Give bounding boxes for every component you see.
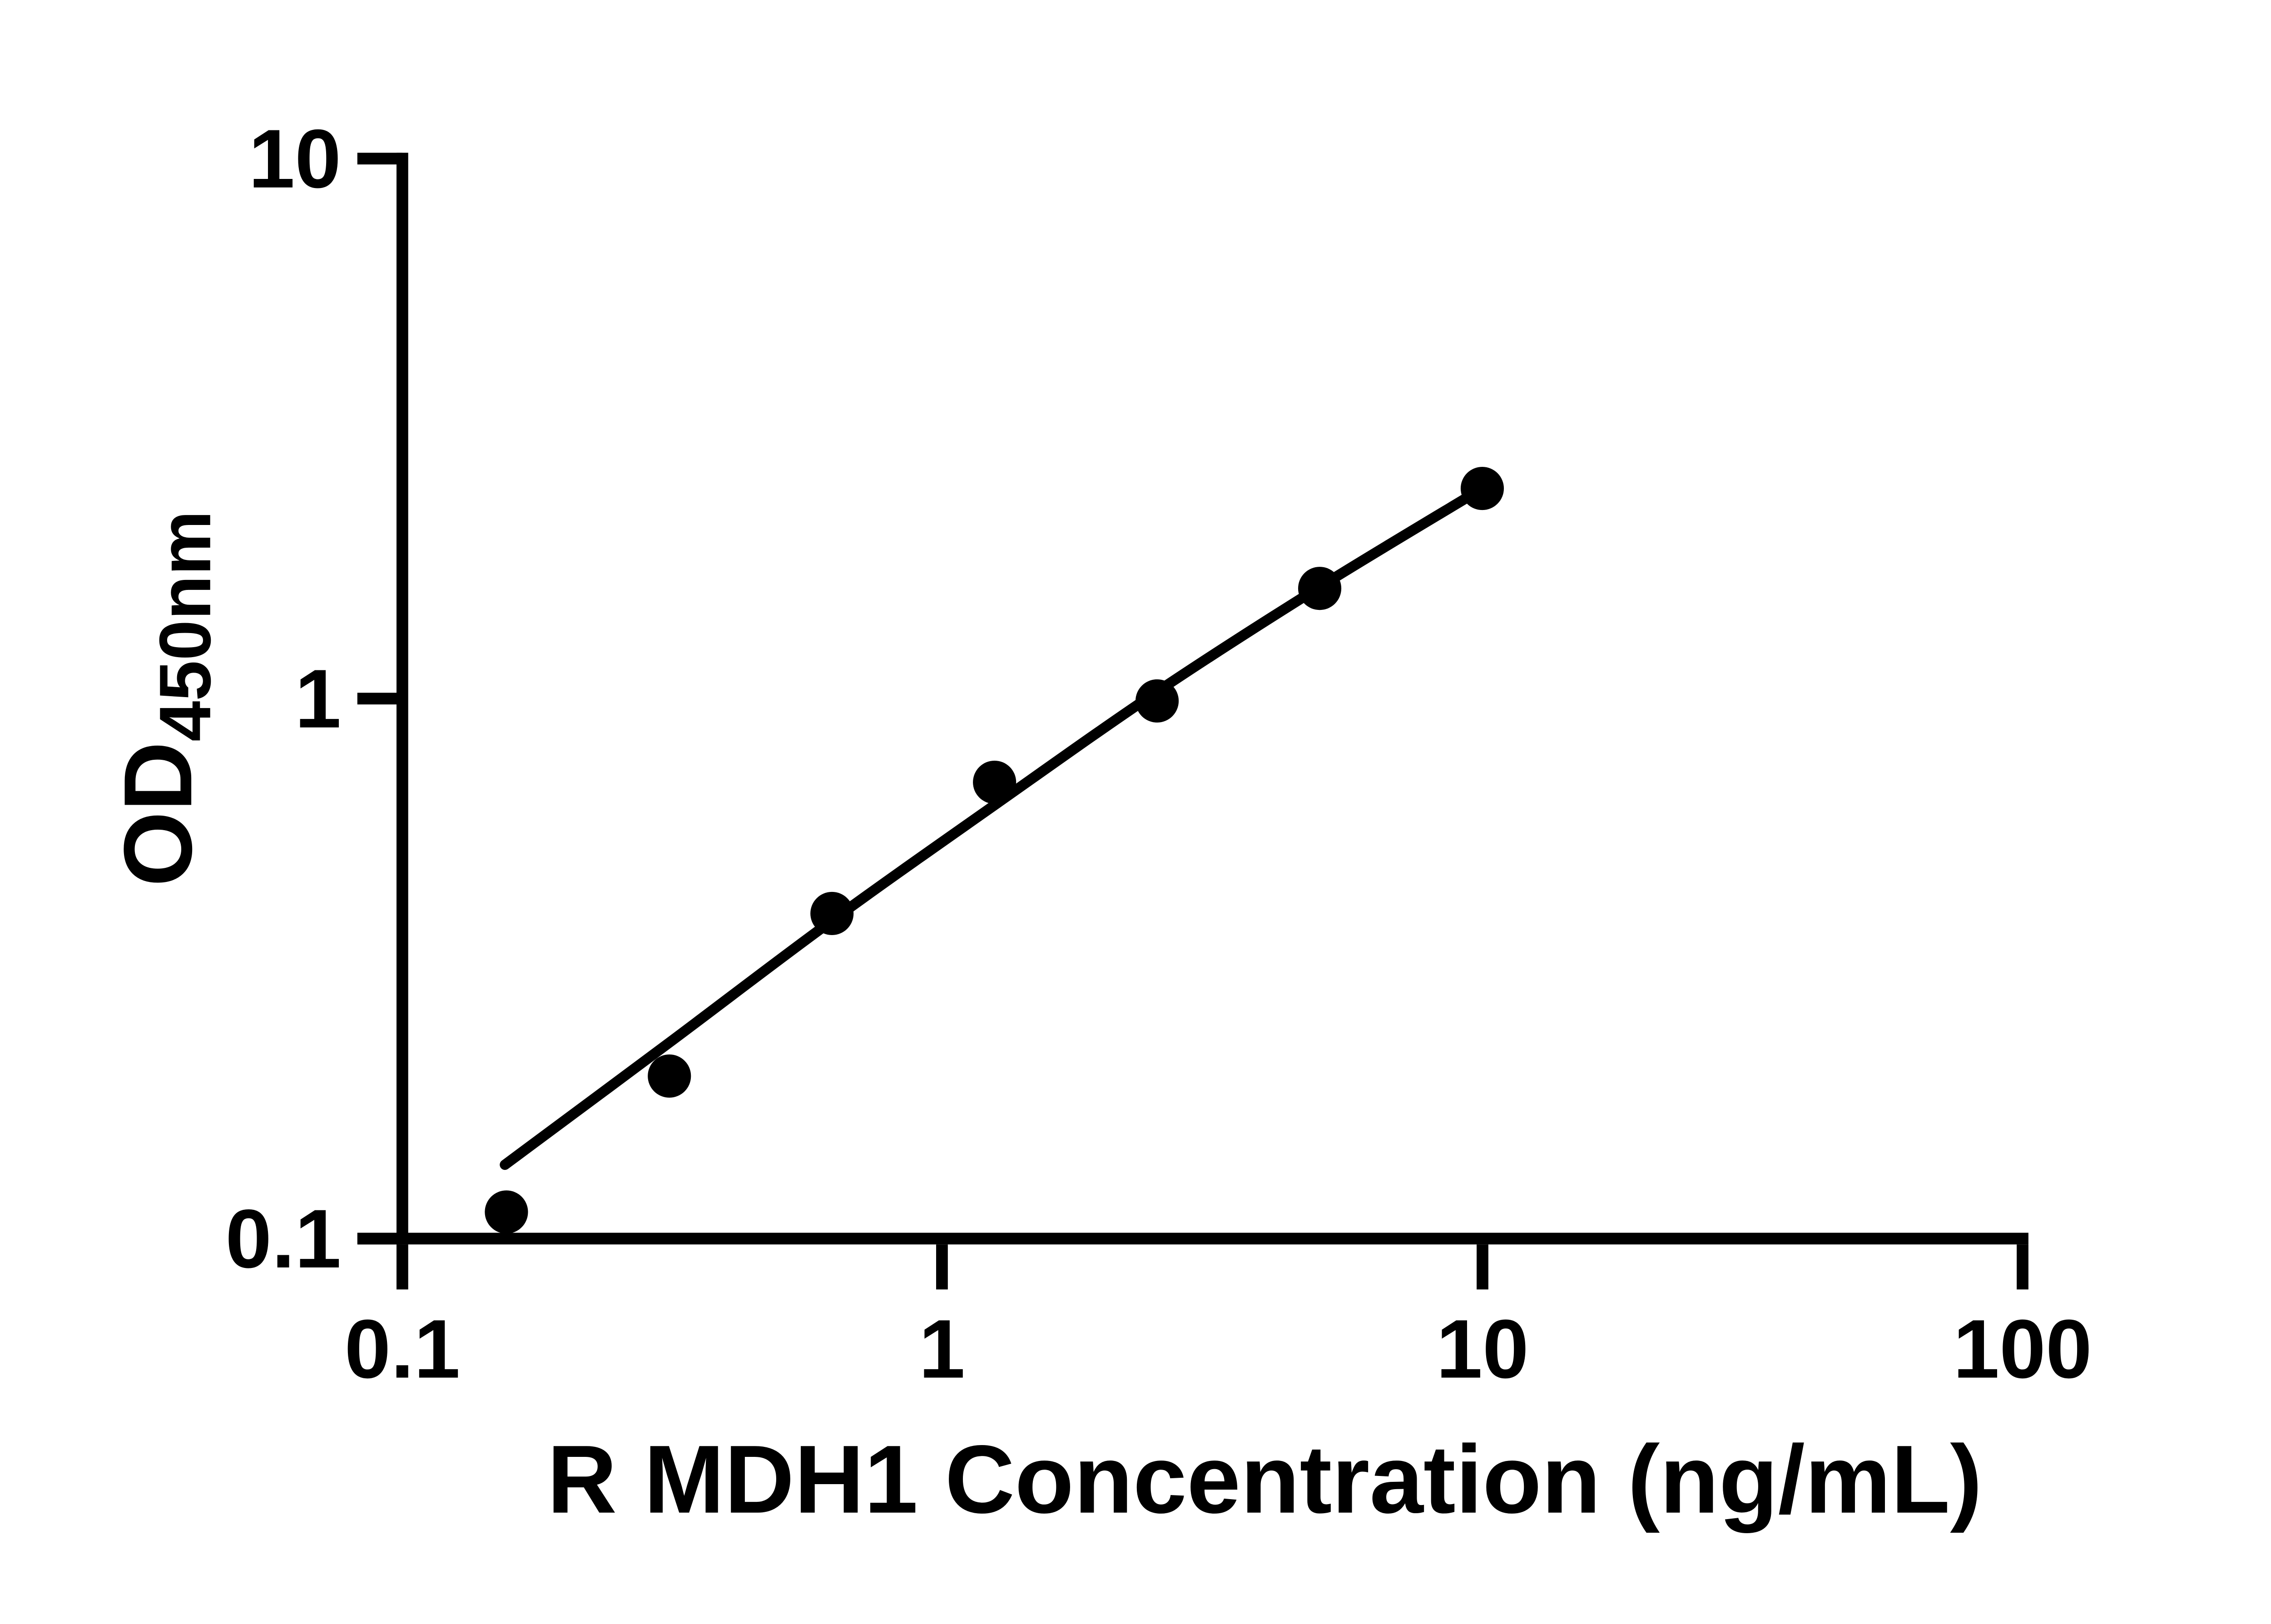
data-point [1298,567,1342,610]
chart-background [0,7,2271,1617]
y-axis-title-subscript: 450nm [145,510,226,742]
data-point [1136,679,1179,723]
x-axis-line [357,1233,2028,1245]
svg-text:OD450nm: OD450nm [104,510,226,886]
x-tick-0_1 [396,1244,408,1290]
data-point [810,891,854,936]
y-axis-title-main: OD [104,742,212,887]
y-tick-1 [357,693,402,705]
y-axis-title: OD450nm [104,510,226,886]
x-tick-100 [2017,1244,2028,1290]
x-axis-title: R MDH1 Concentration (ng/mL) [547,1426,1982,1534]
x-tick-label-1: 1 [919,1302,965,1396]
axes [357,153,2028,1290]
x-tick-label-10: 10 [1436,1302,1529,1396]
y-tick-0_1 [357,1233,402,1245]
y-tick-label-1: 1 [295,652,341,745]
data-point [485,1190,528,1234]
x-tick-1 [936,1244,948,1290]
y-tick-labels: 10 1 0.1 [225,112,341,1285]
x-tick-label-0_1: 0.1 [344,1302,460,1396]
x-tick-label-100: 100 [1953,1302,2092,1396]
y-tick-label-0_1: 0.1 [225,1192,341,1285]
y-tick-10 [357,153,402,165]
data-point [973,760,1016,804]
x-tick-10 [1477,1244,1488,1290]
data-points [485,466,1504,1234]
y-tick-label-10: 10 [248,112,341,205]
x-tick-labels: 0.1 1 10 100 [344,1302,2092,1396]
data-point [1460,466,1504,510]
data-point [648,1054,691,1098]
